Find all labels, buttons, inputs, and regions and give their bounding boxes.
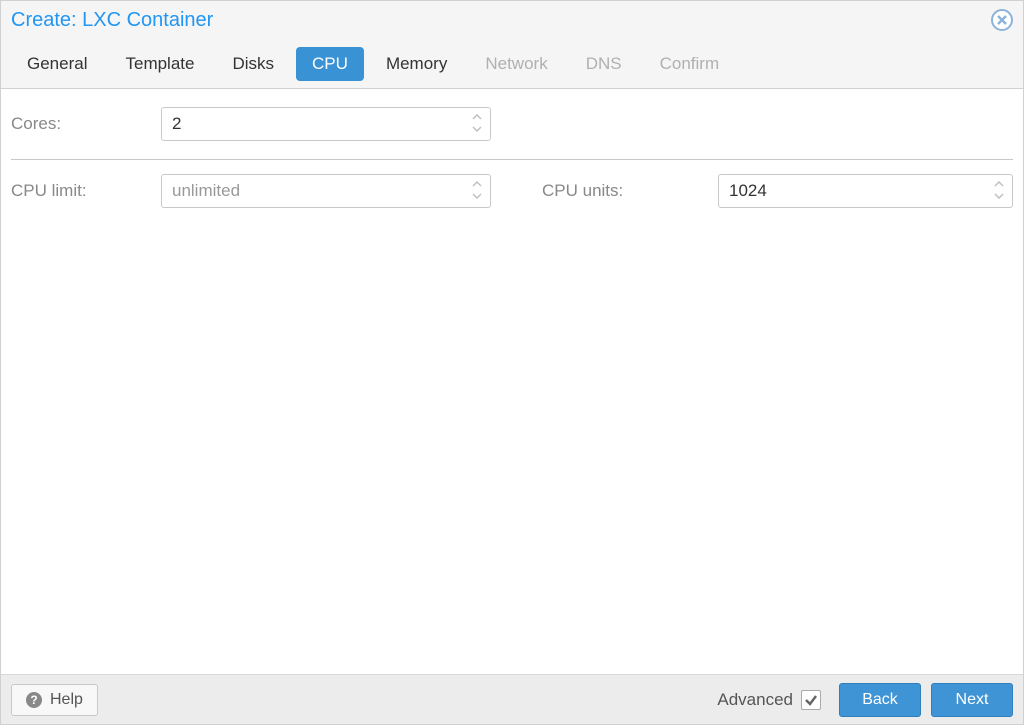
close-icon	[996, 14, 1008, 26]
cpu-limit-input[interactable]	[162, 175, 464, 207]
dialog-window: Create: LXC Container General Template D…	[0, 0, 1024, 725]
row-advanced: CPU limit: CPU units:	[11, 160, 1013, 208]
advanced-label: Advanced	[717, 690, 793, 710]
tab-general[interactable]: General	[11, 47, 103, 81]
tab-panel-cpu: Cores: CPU limit:	[1, 89, 1023, 674]
dialog-title: Create: LXC Container	[11, 9, 213, 32]
cpu-units-decrement[interactable]	[994, 192, 1004, 202]
tab-cpu[interactable]: CPU	[296, 47, 364, 81]
cpu-units-input[interactable]	[719, 175, 986, 207]
cores-input[interactable]	[162, 108, 464, 140]
cpu-limit-spinner	[464, 175, 490, 207]
advanced-toggle: Advanced	[717, 690, 821, 710]
cpu-limit-label: CPU limit:	[11, 181, 161, 201]
cpu-limit-increment[interactable]	[472, 181, 482, 191]
close-button[interactable]	[991, 9, 1013, 31]
tab-network: Network	[469, 47, 563, 81]
col-cpu-units: CPU units:	[512, 174, 1013, 208]
col-cores: Cores:	[11, 107, 512, 141]
cores-label: Cores:	[11, 114, 161, 134]
cpu-units-label: CPU units:	[542, 181, 718, 201]
next-button[interactable]: Next	[931, 683, 1013, 717]
tab-confirm: Confirm	[644, 47, 736, 81]
check-icon	[804, 693, 818, 707]
dialog-footer: ? Help Advanced Back Next	[1, 674, 1023, 724]
cpu-limit-decrement[interactable]	[472, 192, 482, 202]
tab-memory[interactable]: Memory	[370, 47, 463, 81]
col-cpu-limit: CPU limit:	[11, 174, 512, 208]
cpu-limit-field[interactable]	[161, 174, 491, 208]
titlebar: Create: LXC Container	[1, 1, 1023, 39]
cores-spinner	[464, 108, 490, 140]
tab-template[interactable]: Template	[109, 47, 210, 81]
cpu-units-spinner	[986, 175, 1012, 207]
cpu-units-increment[interactable]	[994, 181, 1004, 191]
cores-decrement[interactable]	[472, 125, 482, 135]
cpu-units-field[interactable]	[718, 174, 1013, 208]
tab-disks[interactable]: Disks	[216, 47, 290, 81]
help-icon: ?	[26, 692, 42, 708]
back-button[interactable]: Back	[839, 683, 921, 717]
cores-increment[interactable]	[472, 114, 482, 124]
tab-dns: DNS	[570, 47, 638, 81]
advanced-checkbox[interactable]	[801, 690, 821, 710]
tab-bar: General Template Disks CPU Memory Networ…	[1, 39, 1023, 89]
row-cores: Cores:	[11, 107, 1013, 160]
cores-field[interactable]	[161, 107, 491, 141]
help-label: Help	[50, 691, 83, 709]
help-button[interactable]: ? Help	[11, 684, 98, 716]
